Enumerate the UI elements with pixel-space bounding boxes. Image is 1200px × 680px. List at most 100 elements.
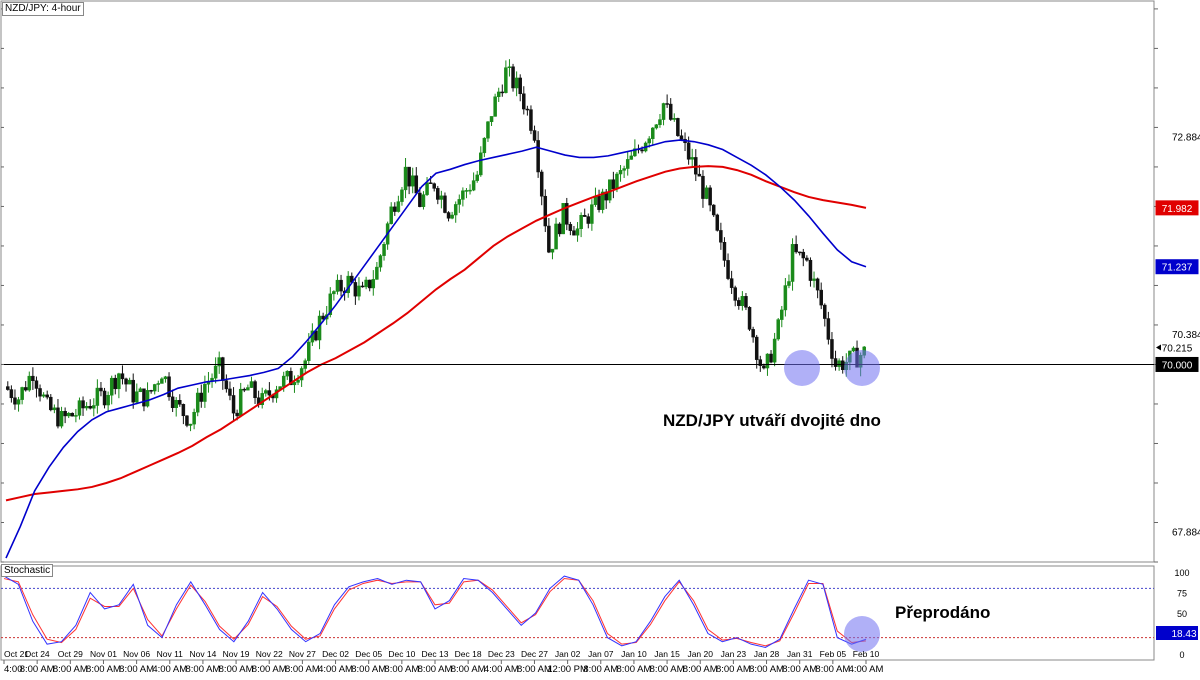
- candle-body: [41, 394, 46, 397]
- candle-body: [203, 383, 207, 402]
- candle-body: [529, 109, 533, 131]
- candle-body: [38, 388, 42, 397]
- candle-body: [787, 281, 791, 286]
- candle-body: [16, 399, 21, 405]
- candle-body: [446, 212, 451, 219]
- candle-body: [815, 278, 820, 291]
- x-time-label: 4:00 AM: [484, 664, 519, 675]
- candle-body: [346, 275, 350, 294]
- x-time-label: 8:00 AM: [285, 664, 320, 675]
- candle-body: [719, 230, 723, 243]
- candle-body: [676, 118, 680, 136]
- moving-average-fast-line: [5, 139, 867, 559]
- candle-body: [378, 255, 383, 268]
- candle-body: [744, 296, 748, 308]
- candle-body: [66, 412, 71, 417]
- candle-body: [525, 108, 530, 111]
- candle-body: [163, 376, 168, 380]
- candle-body: [697, 173, 702, 177]
- candle-body: [63, 411, 67, 417]
- x-date-label: Nov 27: [289, 649, 316, 659]
- candle-body: [672, 118, 677, 120]
- candle-body: [27, 375, 32, 391]
- candle-body: [246, 387, 250, 391]
- axis-price-badge: [1155, 356, 1199, 372]
- candle-body: [253, 381, 257, 398]
- candle-body: [550, 248, 555, 253]
- stochastic-axis-label: 75: [1177, 589, 1187, 599]
- candle-body: [511, 66, 515, 89]
- candle-body: [382, 243, 386, 256]
- candle-body: [597, 195, 601, 210]
- candle-body: [701, 175, 705, 199]
- x-time-label: 8:00 AM: [185, 664, 220, 675]
- candle-body: [170, 396, 175, 408]
- candle-body: [471, 180, 476, 191]
- stochastic-axis-label: 50: [1177, 609, 1187, 619]
- x-date-label: Feb 10: [853, 649, 880, 659]
- stochastic-axis-label: 100: [1174, 568, 1189, 578]
- x-date-label: Nov 01: [90, 649, 117, 659]
- candle-body: [364, 279, 368, 288]
- x-date-label: Nov 11: [157, 649, 184, 659]
- candle-body: [833, 358, 838, 367]
- candle-body: [561, 203, 565, 235]
- oversold-highlight-circle: [844, 616, 880, 652]
- candle-body: [715, 214, 720, 231]
- candle-body: [539, 171, 544, 197]
- candle-body: [819, 289, 823, 306]
- x-time-label: 8:00 AM: [20, 664, 55, 675]
- candle-body: [167, 376, 171, 398]
- candle-body: [20, 387, 24, 400]
- candle-body: [99, 387, 103, 392]
- stochastic-value-badge: [1156, 626, 1198, 640]
- candle-body: [228, 388, 232, 396]
- candle-body: [618, 170, 623, 175]
- candle-body: [81, 400, 85, 409]
- candle-body: [801, 251, 806, 259]
- x-time-label: 8:00 AM: [583, 664, 618, 675]
- x-date-label: Dec 27: [521, 649, 548, 659]
- candle-body: [805, 257, 809, 261]
- candle-body: [514, 77, 519, 89]
- x-date-label: Dec 10: [388, 649, 415, 659]
- candle-body: [117, 373, 121, 390]
- candle-body: [238, 388, 243, 417]
- candle-body: [242, 388, 247, 391]
- x-time-label: 8:00 AM: [53, 664, 88, 675]
- candle-body: [565, 203, 569, 225]
- candle-body: [737, 300, 741, 306]
- candle-body: [823, 304, 827, 319]
- x-date-label: Oct 29: [58, 649, 83, 659]
- candle-body: [450, 214, 454, 219]
- candle-body: [622, 168, 626, 171]
- candle-body: [199, 392, 204, 402]
- candle-body: [360, 285, 365, 288]
- candle-body: [84, 405, 89, 409]
- candle-body: [181, 404, 186, 417]
- candle-body: [396, 201, 401, 212]
- candle-body: [138, 388, 143, 392]
- candle-body: [231, 395, 236, 414]
- candle-body: [554, 223, 558, 250]
- candle-body: [625, 159, 630, 169]
- candle-body: [188, 423, 193, 426]
- candle-body: [192, 411, 196, 425]
- x-time-label: 8:00 AM: [119, 664, 154, 675]
- candle-body: [475, 174, 479, 181]
- candle-body: [758, 359, 763, 366]
- candle-body: [160, 378, 164, 384]
- candle-body: [808, 259, 813, 281]
- candle-body: [296, 379, 300, 383]
- candle-body: [568, 224, 573, 231]
- candle-body: [640, 149, 644, 152]
- candle-body: [765, 353, 770, 369]
- candle-body: [77, 400, 82, 416]
- candle-body: [127, 379, 132, 385]
- x-time-label: 8:00 AM: [252, 664, 287, 675]
- x-time-label: 8:00 AM: [650, 664, 685, 675]
- candle-body: [367, 279, 372, 289]
- axis-price-badge: [1155, 259, 1199, 275]
- candle-body: [733, 287, 737, 301]
